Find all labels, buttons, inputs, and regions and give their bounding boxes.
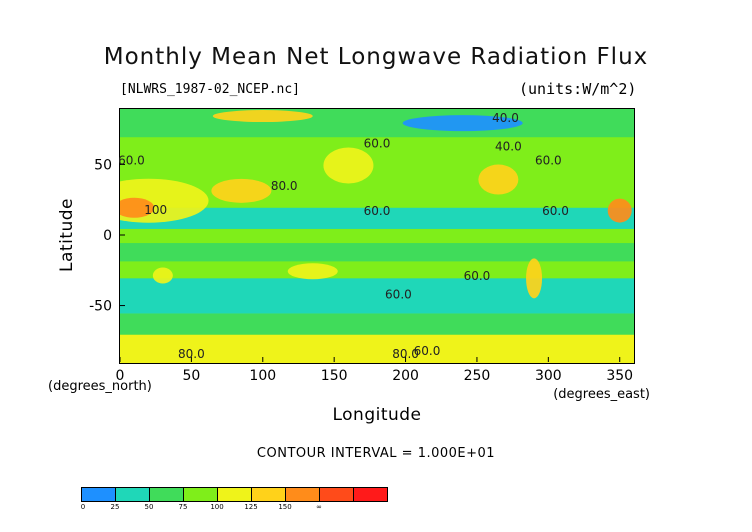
field-band-arctic [120, 109, 634, 138]
colorbar-swatch [286, 488, 320, 501]
field-region-australia [287, 263, 338, 280]
heatmap-field [120, 109, 634, 363]
colorbar-label: 75 [178, 503, 188, 511]
colorbar-swatch [116, 488, 150, 501]
x-tick-label: 250 [464, 368, 491, 384]
colorbar-label: ∞ [316, 503, 322, 511]
field-region-atlantic [607, 198, 632, 223]
colorbar-swatch [252, 488, 286, 501]
x-tick-label: 200 [392, 368, 419, 384]
field-band-subpolar [120, 313, 634, 335]
colorbar-label: 125 [244, 503, 258, 511]
field-region-sahara-core [120, 197, 155, 218]
x-axis-title: Longitude [332, 405, 421, 425]
x-tick-label: 0 [116, 368, 125, 384]
dataset-filename: [NLWRS_1987-02_NCEP.nc] [120, 82, 301, 97]
field-region-polar-cold [402, 115, 523, 132]
colorbar-label: 25 [110, 503, 120, 511]
x-unit-label: (degrees_east) [553, 387, 650, 402]
colorbar-label: 150 [278, 503, 292, 511]
field-band-eq-north [120, 207, 634, 229]
x-tick-label: 50 [182, 368, 200, 384]
x-tick-label: 350 [606, 368, 633, 384]
contour-interval-note: CONTOUR INTERVAL = 1.000E+01 [256, 446, 496, 461]
chart-title: Monthly Mean Net Longwave Radiation Flux [103, 44, 649, 70]
field-band-south [120, 278, 634, 314]
plot-area [119, 108, 635, 364]
field-region-safrica [152, 267, 173, 284]
colorbar-swatch [354, 488, 387, 501]
field-band-antarctic [120, 334, 634, 363]
field-region-andes [526, 258, 543, 299]
x-tick-label: 100 [249, 368, 276, 384]
colorbar-swatch [150, 488, 184, 501]
x-tick-label: 150 [321, 368, 348, 384]
colorbar-swatch [320, 488, 354, 501]
colorbar-swatch [184, 488, 218, 501]
colorbar-label: 0 [80, 503, 86, 511]
colorbar-swatch [218, 488, 252, 501]
field-region-arctic-warm [212, 110, 313, 123]
field-region-asia [211, 178, 272, 203]
units-label: (units:W/m^2) [519, 80, 637, 98]
colorbar-label: 100 [210, 503, 224, 511]
y-tick-label: 50 [94, 157, 112, 173]
colorbar-label: 50 [144, 503, 154, 511]
colorbar [81, 487, 388, 502]
x-tick-label: 300 [535, 368, 562, 384]
y-tick-label: -50 [89, 299, 112, 315]
field-band-eq [120, 243, 634, 262]
y-tick-label: 0 [103, 228, 112, 244]
y-axis-title: Latitude [57, 198, 77, 272]
y-unit-label: (degrees_north) [48, 379, 152, 394]
field-region-namerica [478, 164, 519, 195]
colorbar-swatch [82, 488, 116, 501]
field-region-pacific-north [323, 147, 374, 184]
